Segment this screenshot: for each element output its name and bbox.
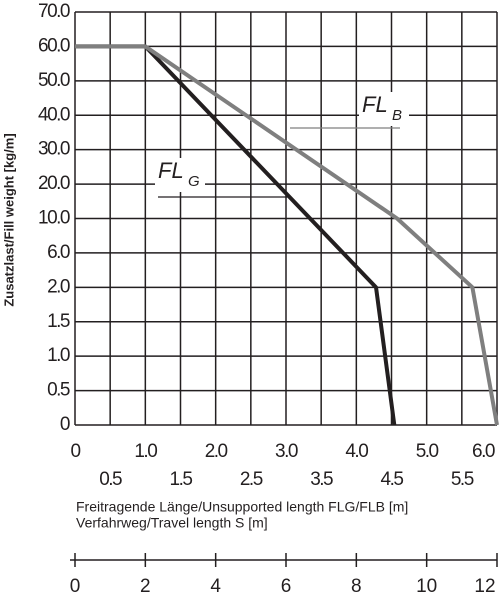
y-tick-label: 0 <box>60 414 70 435</box>
legend-name: FL <box>158 158 184 183</box>
x-tick-label: 5.0 <box>416 441 439 462</box>
x-axis-title: Freitragende Länge/Unsupported length FL… <box>76 499 408 515</box>
y-tick-label: 20.0 <box>38 173 70 194</box>
x2-tick-label: 2 <box>140 576 151 597</box>
legend-name: FL <box>362 92 388 117</box>
x-tick-label: 4.5 <box>381 469 404 490</box>
y-tick-label: 1.5 <box>47 311 70 332</box>
x2-tick-label: 6 <box>281 576 292 597</box>
series-line <box>75 44 499 426</box>
x-tick-label: 0 <box>70 441 80 462</box>
y-tick-label: 0.5 <box>47 380 70 401</box>
series-line <box>75 44 397 426</box>
legend-subscript: G <box>188 173 200 190</box>
label-bg <box>155 158 205 192</box>
x-tick-label: 1.0 <box>134 441 157 462</box>
x2-tick-label: 8 <box>351 576 362 597</box>
x2-tick-label: 4 <box>210 576 221 597</box>
y-tick-label: 50.0 <box>38 70 70 91</box>
x-tick-label: 2.5 <box>240 469 263 490</box>
y-tick-label: 70.0 <box>38 1 70 22</box>
x2-axis-title: Verfahrweg/Travel length S [m] <box>76 515 268 531</box>
y-tick-label: 1.0 <box>47 345 70 366</box>
label-bg <box>359 92 409 126</box>
x-tick-label: 1.5 <box>170 469 193 490</box>
y-tick-label: 30.0 <box>38 139 70 160</box>
series-label: FL B <box>290 92 409 129</box>
x2-tick-label: 12 <box>474 576 495 597</box>
x-tick-label: 3.5 <box>310 469 333 490</box>
y-tick-label: 40.0 <box>38 104 70 125</box>
x2-tick-label: 0 <box>70 576 81 597</box>
x-tick-label: 4.0 <box>345 441 368 462</box>
series-label: FL G <box>155 158 290 198</box>
x-tick-label: 5.5 <box>451 469 474 490</box>
y-axis-title: Zusatzlast/Fill weight [kg/m] <box>1 133 16 306</box>
x2-tick-label: 10 <box>416 576 437 597</box>
legend-subscript: B <box>392 107 402 124</box>
x-tick-label: 2.0 <box>205 441 228 462</box>
y-tick-label: 10.0 <box>38 208 70 229</box>
x-tick-label: 6.0 <box>472 441 495 462</box>
x-tick-label: 0.5 <box>99 469 122 490</box>
y-tick-label: 60.0 <box>38 35 70 56</box>
x-tick-label: 3.0 <box>275 441 298 462</box>
y-tick-label: 6.0 <box>47 242 70 263</box>
y-tick-label: 2.0 <box>47 276 70 297</box>
